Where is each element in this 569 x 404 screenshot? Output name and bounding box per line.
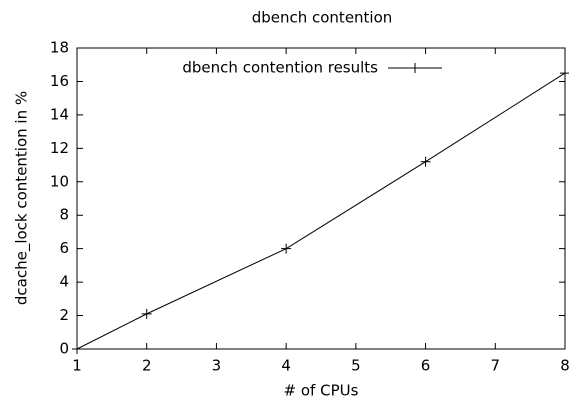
series-line [76,72,566,350]
plot-frame [76,47,566,350]
y-tick-label: 2 [59,306,69,324]
point-marker [141,308,152,319]
y-tick-label: 18 [50,39,69,57]
y-tick-label: 10 [50,172,69,190]
point-marker [420,156,431,167]
x-tick-label: 6 [421,357,431,375]
y-tick-label: 8 [59,206,69,224]
legend-sample [388,63,442,73]
y-tick-label: 16 [50,72,69,90]
point-marker [560,68,569,79]
x-tick-label: 3 [212,357,222,375]
legend-label: dbench contention results [182,59,378,77]
y-tick-label: 14 [50,105,69,123]
y-tick-label: 0 [59,340,69,358]
x-axis-label: # of CPUs [284,382,359,400]
y-tick-label: 4 [59,273,69,291]
y-tick-label: 12 [50,139,69,157]
x-tick-label: 5 [351,357,361,375]
x-tick-label: 4 [281,357,291,375]
x-tick-label: 7 [491,357,501,375]
point-marker [72,344,82,354]
point-marker [281,243,292,254]
y-axis-label: dcache_lock contention in % [13,91,32,305]
y-tick-label: 6 [59,239,69,257]
x-tick-label: 8 [560,357,569,375]
x-tick-label: 1 [72,357,82,375]
x-tick-label: 2 [142,357,152,375]
chart-title: dbench contention [252,9,393,27]
